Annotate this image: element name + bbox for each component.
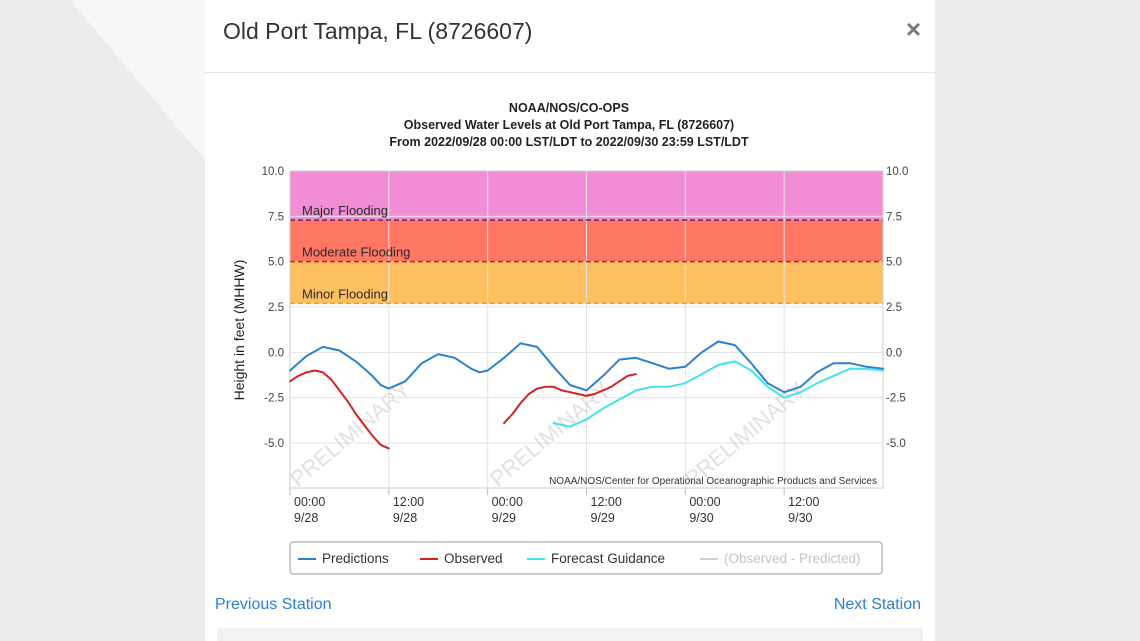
y-tick-label-left: -5.0: [264, 438, 284, 450]
x-tick-time: 00:00: [689, 495, 720, 509]
legend-item[interactable]: Observed: [420, 551, 503, 566]
y-tick-label-right: 7.5: [886, 211, 902, 223]
x-tick-time: 00:00: [294, 495, 325, 509]
x-tick-time: 12:00: [393, 495, 424, 509]
legend-label: Predictions: [322, 551, 389, 566]
y-axis-label: Height in feet (MHHW): [231, 260, 247, 401]
modal-footer-bar: [217, 628, 923, 641]
chart-title-line: Observed Water Levels at Old Port Tampa,…: [404, 118, 734, 132]
page-background-right: [935, 0, 1140, 641]
x-tick-time: 00:00: [492, 495, 523, 509]
series-line-observed: [289, 369, 390, 450]
x-tick-time: 12:00: [591, 495, 622, 509]
y-tick-label-right: 0.0: [886, 347, 902, 359]
y-tick-label-right: 10.0: [886, 166, 908, 178]
legend-label: (Observed - Predicted): [724, 551, 861, 566]
y-tick-label-right: -2.5: [886, 393, 906, 405]
y-tick-label-right: -5.0: [886, 438, 906, 450]
chart-title-line: From 2022/09/28 00:00 LST/LDT to 2022/09…: [389, 135, 749, 149]
series-line-observed-segment-2: [503, 373, 637, 425]
y-tick-label-left: 2.5: [268, 302, 284, 314]
chart-credit: NOAA/NOS/Center for Operational Oceanogr…: [549, 476, 877, 487]
legend-item[interactable]: (Observed - Predicted): [700, 551, 861, 566]
legend-item[interactable]: Forecast Guidance: [527, 551, 665, 566]
station-modal: Old Port Tampa, FL (8726607) × NOAA/NOS/…: [205, 0, 935, 641]
legend-item[interactable]: Predictions: [298, 551, 389, 566]
chart-legend: Predictions Observed Forecast Guidance (Obs…: [289, 541, 883, 575]
y-tick-label-right: 2.5: [886, 302, 902, 314]
y-tick-label-left: 0.0: [268, 347, 284, 359]
y-tick-label-left: -2.5: [264, 393, 284, 405]
series-line-forecast-guidance: [552, 360, 884, 428]
x-tick-date: 9/29: [492, 511, 516, 525]
x-tick-time: 12:00: [788, 495, 819, 509]
modal-title: Old Port Tampa, FL (8726607): [223, 18, 533, 44]
chart-title-line: NOAA/NOS/CO-OPS: [509, 101, 629, 115]
x-tick-date: 9/30: [788, 511, 812, 525]
water-level-chart: NOAA/NOS/CO-OPS Observed Water Levels at …: [231, 101, 908, 575]
y-tick-label-left: 10.0: [262, 166, 284, 178]
y-tick-label-left: 7.5: [268, 211, 284, 223]
y-tick-label-right: 5.0: [886, 257, 902, 269]
x-tick-date: 9/29: [591, 511, 615, 525]
y-tick-label-left: 5.0: [268, 257, 284, 269]
plot-border: [289, 170, 884, 489]
previous-station-link[interactable]: Previous Station: [215, 596, 332, 613]
flood-band-label: Moderate Flooding: [302, 245, 410, 260]
x-tick-date: 9/28: [294, 511, 318, 525]
legend-box: [289, 541, 883, 575]
series-line-predictions: [289, 340, 884, 394]
legend-label: Observed: [444, 551, 503, 566]
x-tick-date: 9/30: [689, 511, 713, 525]
legend-label: Forecast Guidance: [551, 551, 665, 566]
close-icon[interactable]: ×: [905, 14, 921, 44]
flood-band-label: Minor Flooding: [302, 286, 388, 301]
modal-header: Old Port Tampa, FL (8726607) ×: [205, 0, 935, 73]
flood-band-label: Major Flooding: [302, 203, 388, 218]
next-station-link[interactable]: Next Station: [833, 596, 921, 613]
x-tick-date: 9/28: [393, 511, 417, 525]
